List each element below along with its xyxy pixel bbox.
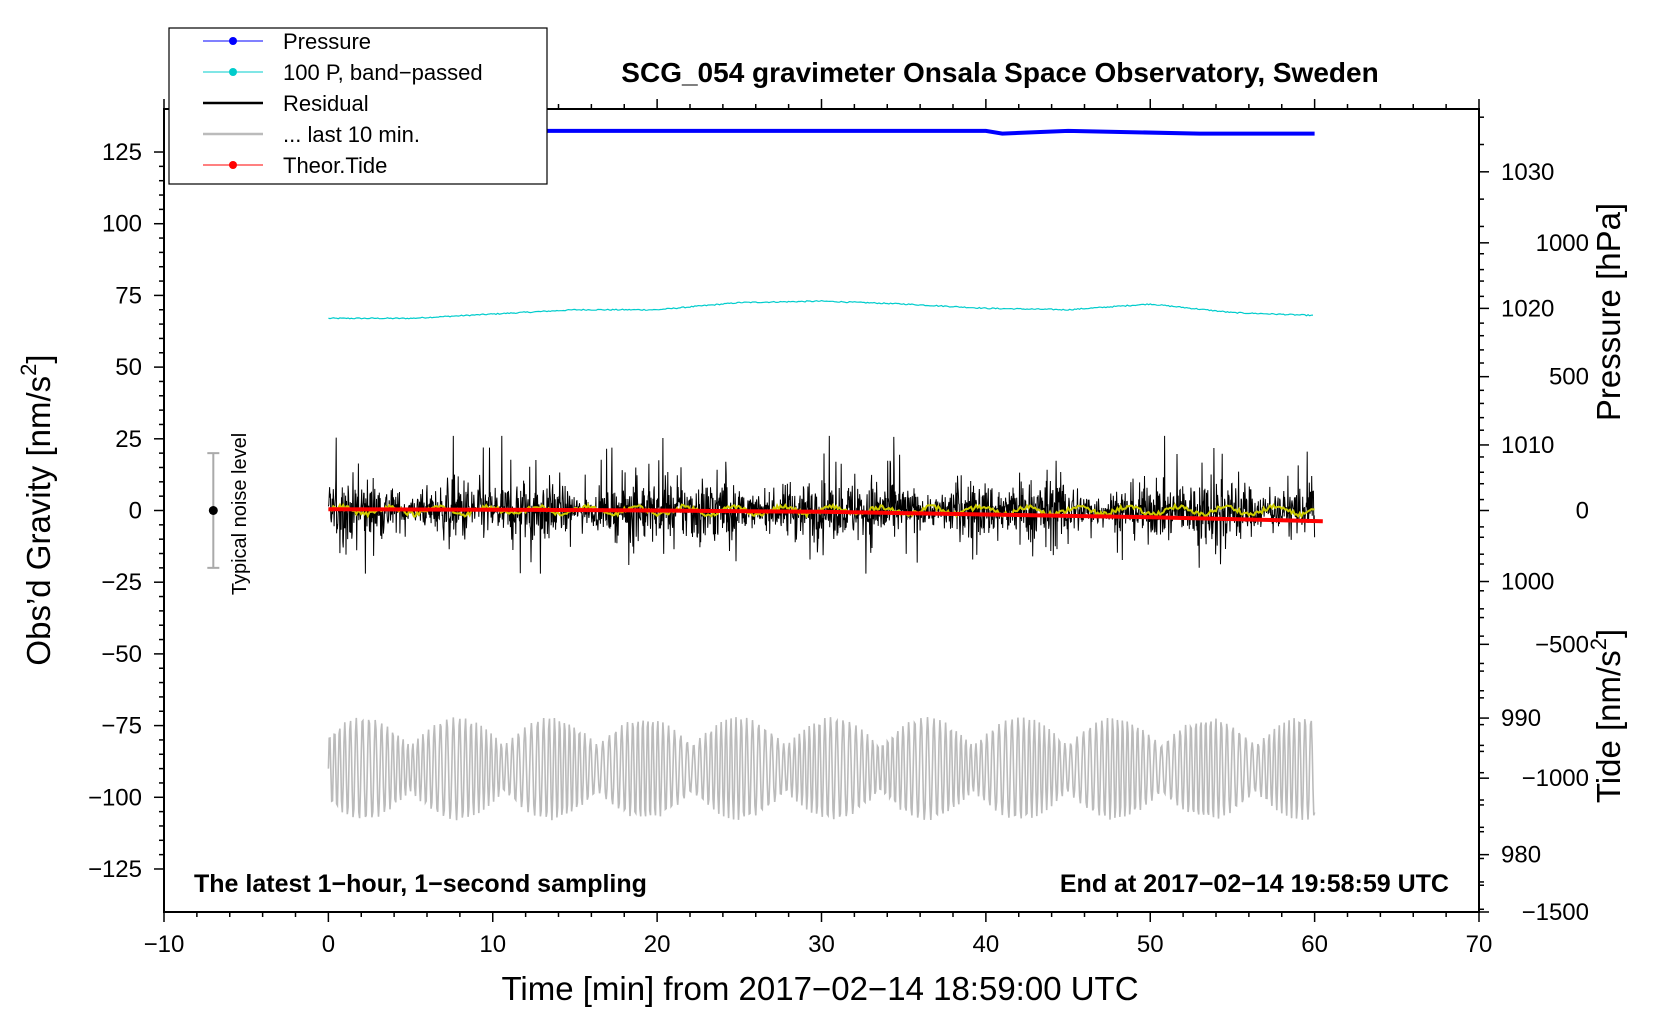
pressure-tick-label: 990 [1501, 705, 1541, 732]
pressure-tick-label: 1010 [1501, 432, 1554, 459]
y-tick-label-left: −50 [101, 641, 142, 668]
y-axis-title-left-sup: 2 [16, 364, 41, 376]
x-tick-label: 20 [644, 931, 671, 958]
x-tick-label: 10 [479, 931, 506, 958]
y-axis-title-left-close: ] [20, 354, 57, 363]
legend-label: Theor.Tide [283, 153, 387, 178]
noise-level-label: Typical noise level [229, 433, 251, 595]
pressure-tick-label: 1030 [1501, 159, 1554, 186]
legend-box [168, 27, 548, 185]
x-tick-label: 50 [1137, 931, 1164, 958]
y-tick-label-left: 125 [102, 139, 142, 166]
series-theoretical-tide [328, 507, 1323, 524]
series-last-10-min [327, 717, 1316, 821]
y-tick-label-left: −125 [88, 856, 142, 883]
legend-label: Pressure [283, 29, 371, 54]
legend-label: ... last 10 min. [283, 122, 420, 147]
x-tick-label: 40 [973, 931, 1000, 958]
y-axis-title-pressure: Pressure [hPa] [1590, 203, 1627, 421]
pressure-tick-label: 1000 [1501, 569, 1554, 596]
pressure-tick-label: 980 [1501, 842, 1541, 869]
series-pressure [328, 128, 1315, 136]
y-tick-label-left: 0 [129, 498, 142, 525]
y-tick-label-left: 50 [115, 354, 142, 381]
legend-label: Residual [283, 91, 369, 116]
noise-bar-dot [208, 506, 218, 515]
y-axis-title-tide-sup: 2 [1586, 638, 1611, 650]
legend-marker [229, 68, 237, 76]
tide-tick-label: 0 [1576, 498, 1589, 525]
y-tick-label-left: 75 [115, 282, 142, 309]
tide-tick-label: 1000 [1536, 230, 1589, 257]
legend: Pressure 100 P, band−passed Residual ... la… [168, 27, 548, 185]
x-tick-label: 70 [1466, 931, 1493, 958]
x-tick-label: 60 [1301, 931, 1328, 958]
y-axis-title-tide-close: ] [1590, 629, 1627, 638]
tide-tick-label: −500 [1535, 631, 1589, 658]
tide-tick-label: 500 [1549, 364, 1589, 391]
x-axis-title: Time [min] from 2017−02−14 18:59:00 UTC [501, 970, 1138, 1007]
legend-marker [229, 161, 237, 169]
axes-layer: −10 0 10 20 30 40 50 60 701251007550250−25−50−75… [88, 99, 1589, 958]
y-axis-title-left: Obs’d Gravity [nm/s2] [16, 354, 57, 665]
y-tick-label-left: −100 [88, 784, 142, 811]
x-tick-label: 30 [808, 931, 835, 958]
annotation-bottom-left: The latest 1−hour, 1−second sampling [194, 870, 647, 898]
x-tick-label: 0 [322, 931, 335, 958]
y-tick-label-left: 100 [102, 211, 142, 238]
legend-label: 100 P, band−passed [283, 60, 483, 85]
series-layer [327, 128, 1323, 821]
legend-marker [229, 37, 237, 45]
y-tick-label-left: −75 [101, 713, 142, 740]
chart-title: SCG_054 gravimeter Onsala Space Observat… [621, 57, 1378, 88]
y-axis-title-left-main: Obs’d Gravity [nm/s [20, 376, 57, 666]
y-axis-title-tide-main: Tide [nm/s [1590, 650, 1627, 803]
y-axis-title-tide: Tide [nm/s2] [1586, 629, 1627, 803]
x-tick-label: −10 [144, 931, 185, 958]
y-tick-label-left: 25 [115, 426, 142, 453]
pressure-tick-label: 1020 [1501, 295, 1554, 322]
y-tick-label-left: −25 [101, 569, 142, 596]
annotation-bottom-right: End at 2017−02−14 19:58:59 UTC [1060, 870, 1449, 898]
noise-level-indicator [207, 452, 220, 569]
series-residual [327, 435, 1316, 574]
tide-tick-label: −1500 [1522, 899, 1589, 926]
tide-tick-label: −1000 [1522, 765, 1589, 792]
series-pressure-bandpassed [328, 299, 1314, 320]
